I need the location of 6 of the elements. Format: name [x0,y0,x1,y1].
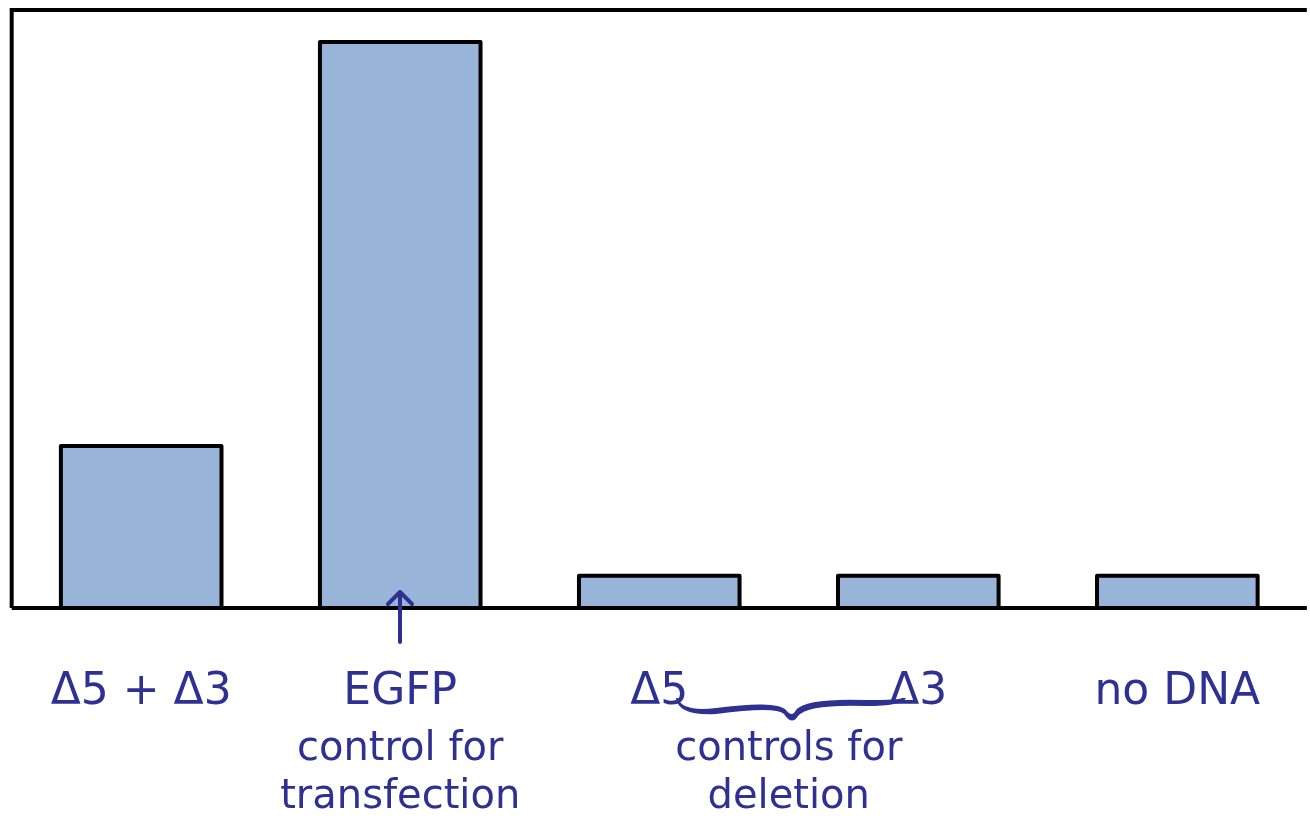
text: control for transfection [280,723,521,818]
x-tick-label: Δ5 [630,662,689,714]
x-tick-label: Δ5 + Δ3 [50,662,232,714]
x-tick-label: EGFP [343,662,458,714]
text: controls for deletion [675,723,903,818]
x-tick-label: no DNA [1094,662,1261,714]
